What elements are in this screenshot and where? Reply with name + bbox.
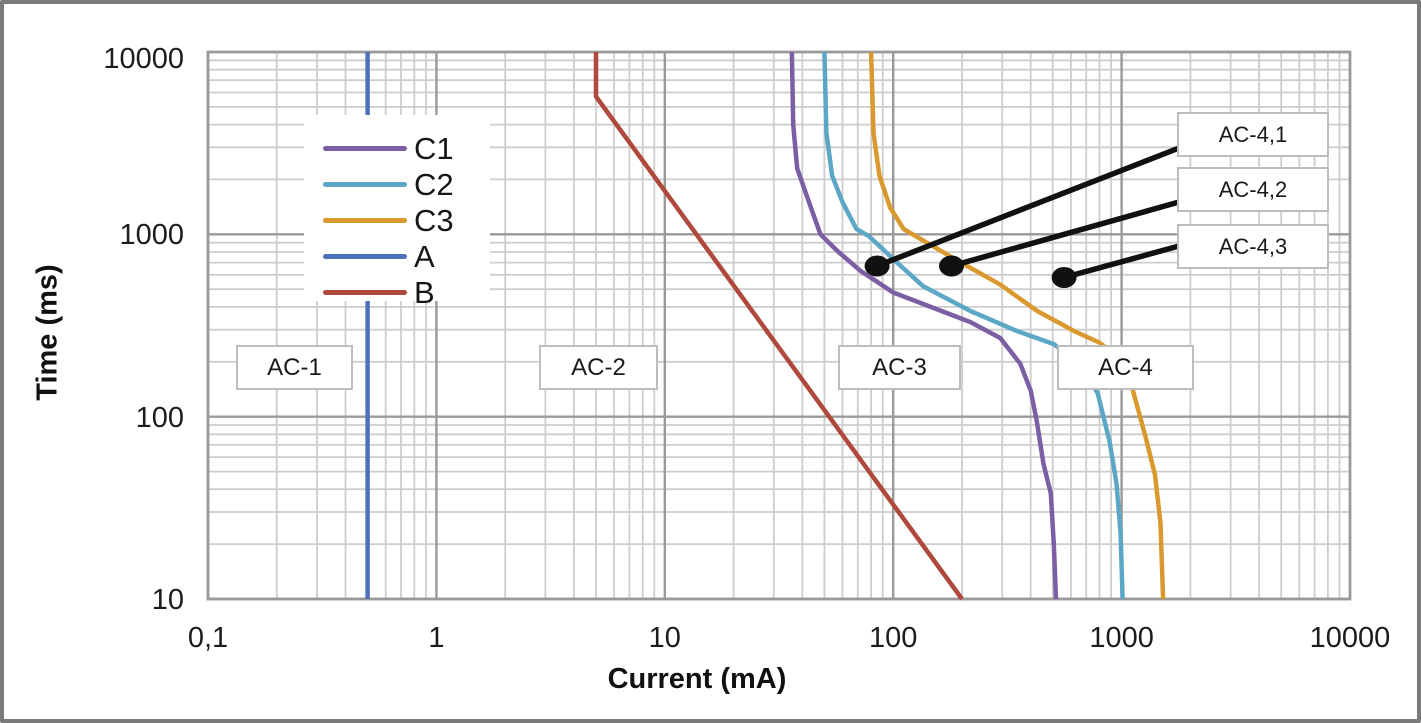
y-axis-title: Time (ms) — [31, 264, 64, 401]
y-tick-label: 100 — [135, 401, 184, 434]
legend-label: A — [414, 239, 435, 274]
zone-label-ac-3: AC-3 — [838, 345, 961, 390]
callout-ac-4-3: AC-4,3 — [1177, 224, 1329, 269]
x-tick-label: 1 — [428, 622, 445, 654]
legend-swatch-c1 — [323, 146, 407, 151]
x-tick-label: 1000 — [1089, 622, 1154, 654]
curve-b — [593, 52, 964, 601]
callout-leader-line — [874, 145, 1182, 269]
zone-label-ac-4: AC-4 — [1057, 345, 1194, 390]
callout-leader-line — [1061, 243, 1182, 281]
legend-swatch-c3 — [323, 218, 407, 223]
zone-marker-dot — [1051, 267, 1077, 288]
x-axis-title: Current (mA) — [607, 663, 787, 695]
x-tick-label: 10 — [648, 622, 681, 654]
legend-item-c1: C1 — [304, 131, 490, 167]
legend-item-b: B — [304, 275, 490, 311]
legend-swatch-b — [323, 290, 407, 295]
zone-marker-dot — [939, 255, 964, 277]
zone-marker-dot — [864, 255, 890, 277]
callout-ac-4-2: AC-4,2 — [1177, 167, 1329, 212]
callout-leader-line — [948, 199, 1182, 269]
plot-border — [206, 50, 1352, 601]
x-tick-label: 100 — [868, 622, 918, 654]
zone-label-ac-1: AC-1 — [236, 345, 353, 390]
legend-item-c2: C2 — [304, 167, 490, 203]
curve-c3 — [868, 51, 1166, 600]
curve-c1 — [789, 51, 1059, 600]
legend-swatch-c2 — [323, 182, 407, 187]
legend-item-c3: C3 — [304, 203, 490, 239]
legend-label: C2 — [414, 167, 454, 202]
y-tick-label: 10 — [151, 584, 184, 616]
x-tick-label: 0,1 — [187, 622, 229, 654]
legend-swatch-a — [323, 254, 407, 259]
curve-c2 — [822, 51, 1125, 600]
y-tick-label: 1000 — [119, 219, 184, 252]
legend: C1 C2 C3 A B — [304, 115, 490, 310]
callout-ac-4-1: AC-4,1 — [1177, 112, 1329, 157]
legend-label: B — [414, 275, 435, 310]
zone-label-ac-2: AC-2 — [539, 345, 658, 390]
chart-canvas — [206, 50, 1352, 601]
x-tick-label: 10000 — [1309, 622, 1391, 654]
legend-item-a: A — [304, 239, 490, 275]
y-tick-label: 10000 — [103, 43, 184, 75]
legend-label: C3 — [414, 203, 454, 238]
legend-label: C1 — [414, 131, 454, 166]
